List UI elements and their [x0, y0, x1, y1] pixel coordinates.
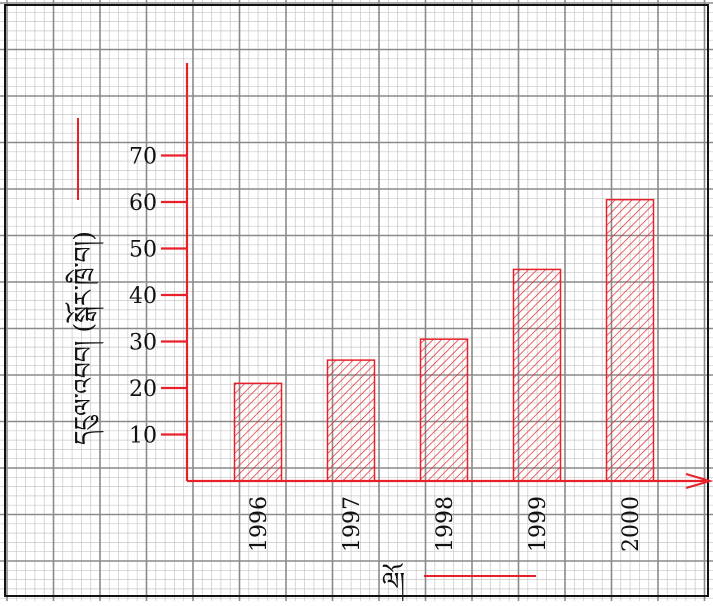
bar-2000 — [605, 198, 655, 482]
x-tick-label: 2000 — [619, 496, 644, 552]
bar-1997 — [326, 359, 376, 482]
bar-1999 — [512, 268, 562, 482]
y-tick-label: 30 — [129, 331, 157, 356]
bars — [233, 198, 655, 482]
y-axis-label: དངུལ་འབབ། (སྒོར་ཁྲི་བ།) — [65, 231, 104, 445]
y-tick-label: 40 — [129, 284, 157, 309]
y-tick-label: 20 — [129, 377, 157, 402]
y-tick-label: 10 — [129, 424, 157, 449]
x-tick-label: 1996 — [247, 496, 272, 552]
x-tick-label: 1999 — [526, 496, 551, 552]
x-tick-label: 1997 — [340, 496, 365, 552]
y-tick-label: 50 — [129, 238, 157, 263]
x-tick-label: 1998 — [433, 496, 458, 552]
x-axis-label: ལོ། — [382, 563, 405, 601]
y-tick-label: 60 — [129, 191, 157, 216]
y-tick-label: 70 — [129, 145, 157, 170]
plot-border — [4, 4, 709, 597]
y-ticks: 10 20 30 40 50 60 70 — [129, 145, 187, 449]
x-ticks: 1996 1997 1998 1999 2000 — [247, 496, 644, 552]
bar-1998 — [419, 338, 469, 482]
bar-1996 — [233, 382, 283, 482]
x-axis-arrow-icon — [685, 473, 713, 489]
